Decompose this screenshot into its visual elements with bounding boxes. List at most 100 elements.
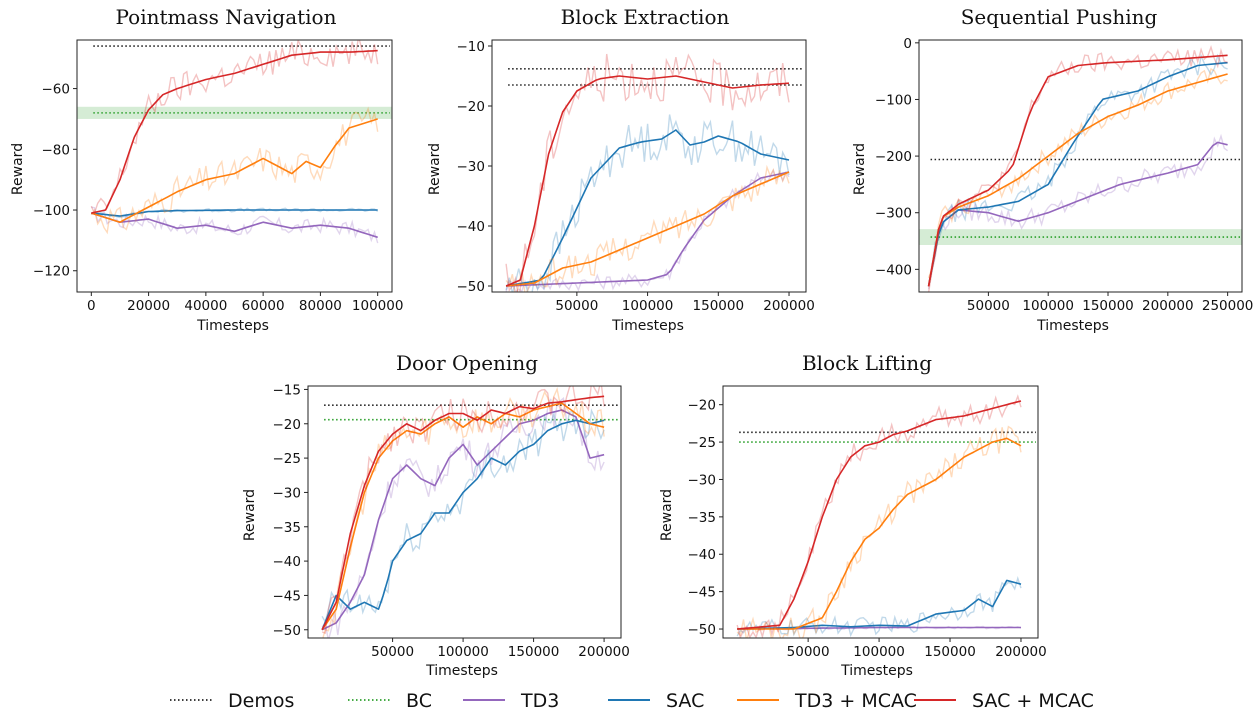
x-tick-label: 50000: [787, 644, 830, 660]
x-axis-label: Timesteps: [840, 663, 913, 679]
y-tick-label: −10: [457, 39, 486, 55]
x-tick-label: 50000: [967, 298, 1010, 314]
axes-frame: [918, 39, 1243, 293]
series-sac-line: [737, 579, 1022, 630]
series-sac-line: [927, 61, 1228, 287]
series-td3mcac-line: [506, 171, 790, 287]
series-td3mcac-raw: [505, 164, 790, 292]
y-tick-label: −100: [33, 203, 70, 219]
series-sac-line: [91, 209, 378, 217]
series-sacmcac-line: [927, 54, 1228, 287]
y-axis-label: Reward: [427, 143, 443, 195]
axes-frame: [307, 385, 622, 639]
chart-pointmass-navigation: Pointmass Navigation Timesteps Reward 0 2…: [10, 5, 403, 334]
y-tick-label: −40: [273, 554, 302, 570]
chart-door-opening: Door Opening Timesteps Reward 50000 10000…: [242, 351, 630, 679]
y-tick-label: −300: [875, 206, 912, 222]
x-tick-label: 100000: [622, 298, 674, 314]
legend-item-demos: Demos: [170, 690, 294, 712]
x-tick-label: 0: [87, 298, 96, 314]
series-td3-raw: [927, 133, 1229, 290]
y-tick-label: −400: [875, 262, 912, 278]
legend-item-bc: BC: [348, 690, 432, 712]
y-tick-label: −120: [33, 264, 70, 280]
legend-label: SAC: [666, 690, 704, 712]
y-tick-label: −45: [688, 585, 717, 601]
chart-sequential-pushing: Sequential Pushing Timesteps Reward 5000…: [852, 5, 1253, 334]
x-tick-label: 200000: [1142, 298, 1194, 314]
series-td3mcac-raw: [736, 425, 1022, 638]
chart-title: Pointmass Navigation: [116, 5, 337, 29]
series-sac-raw: [505, 114, 790, 292]
series-sac-line: [505, 129, 790, 287]
series-sacmcac-raw: [927, 44, 1228, 292]
x-tick-label: 150000: [693, 298, 745, 314]
series-sacmcac-line: [737, 400, 1022, 630]
x-tick-label: 100000: [352, 298, 404, 314]
y-tick-label: −20: [457, 99, 486, 115]
legend-label: BC: [406, 690, 432, 712]
y-tick-label: −20: [273, 417, 302, 433]
series-sacmcac-line: [91, 49, 378, 214]
x-tick-label: 250000: [1202, 298, 1254, 314]
x-tick-label: 60000: [242, 298, 285, 314]
plot-area: [321, 386, 619, 638]
series-td3mcac-line: [321, 402, 605, 631]
series-sacmcac-raw: [505, 53, 790, 292]
series-td3mcac-line: [91, 118, 378, 223]
plot-area: [505, 53, 804, 292]
x-tick-label: 50000: [371, 644, 414, 660]
series-sacmcac-raw: [90, 40, 379, 216]
y-tick-label: −50: [457, 279, 486, 295]
series-td3-line: [321, 409, 605, 631]
x-tick-label: 200000: [578, 644, 630, 660]
y-tick-label: −60: [42, 82, 71, 98]
legend-item-sac: SAC: [608, 690, 704, 712]
x-tick-label: 40000: [184, 298, 227, 314]
series-sac-raw: [321, 408, 605, 624]
y-tick-label: −45: [273, 588, 302, 604]
series-td3mcac-raw: [90, 106, 379, 235]
y-tick-label: −40: [457, 219, 486, 235]
legend: Demos BC TD3 SAC TD3 + MCAC SAC + MCAC: [170, 690, 1094, 712]
legend-item-td3mcac: TD3 + MCAC: [737, 690, 917, 712]
y-tick-label: −30: [457, 159, 486, 175]
y-tick-label: −30: [688, 472, 717, 488]
chart-title: Block Lifting: [802, 351, 932, 375]
series-td3mcac-raw: [322, 386, 605, 638]
legend-label: TD3 + MCAC: [794, 690, 917, 712]
x-tick-label: 50000: [555, 298, 598, 314]
plot-area: [919, 44, 1242, 292]
plot-area: [736, 394, 1036, 638]
x-axis-label: Timesteps: [196, 318, 269, 334]
y-axis-label: Reward: [659, 489, 675, 541]
y-tick-label: −40: [688, 547, 717, 563]
axes-frame: [722, 385, 1039, 639]
x-tick-label: 80000: [299, 298, 342, 314]
x-tick-label: 20000: [127, 298, 170, 314]
y-tick-label: −200: [875, 149, 912, 165]
y-tick-label: −25: [688, 435, 717, 451]
series-sac-raw: [927, 53, 1228, 284]
y-tick-label: −20: [688, 398, 717, 414]
chart-block-lifting: Block Lifting Timesteps Reward 50000 1000…: [659, 351, 1047, 679]
y-axis-label: Reward: [852, 143, 868, 195]
x-axis-label: Timesteps: [425, 663, 498, 679]
y-tick-label: 0: [903, 36, 912, 52]
y-axis-label: Reward: [242, 489, 258, 541]
y-tick-label: −35: [688, 510, 717, 526]
y-tick-label: −30: [273, 485, 302, 501]
reference-band-bc: [919, 229, 1242, 245]
legend-label: Demos: [228, 690, 294, 712]
y-tick-label: −100: [875, 92, 912, 108]
y-tick-label: −35: [273, 520, 302, 536]
legend-item-sacmcac: SAC + MCAC: [914, 690, 1094, 712]
y-tick-label: −25: [273, 451, 302, 467]
chart-title: Sequential Pushing: [961, 5, 1158, 29]
series-td3-raw: [91, 206, 379, 244]
series-sac-raw: [736, 576, 1022, 638]
y-tick-label: −15: [273, 382, 302, 398]
x-axis-label: Timesteps: [1036, 318, 1109, 334]
plot-area: [77, 40, 392, 244]
